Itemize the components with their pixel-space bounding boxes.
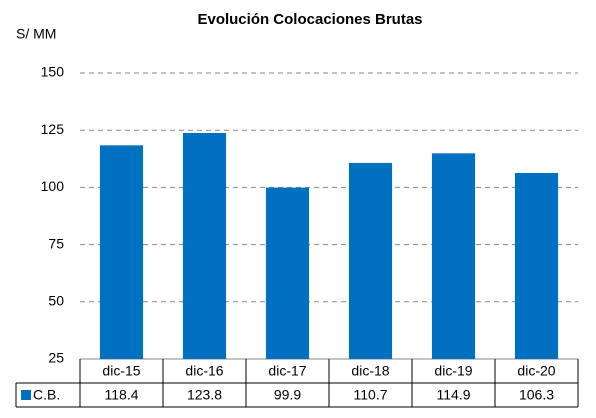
table-value: 110.7 xyxy=(354,387,388,403)
bar xyxy=(348,162,393,359)
bar xyxy=(514,172,559,359)
bar xyxy=(99,145,144,359)
table-value: 123.8 xyxy=(187,387,222,403)
table-value: 99.9 xyxy=(274,387,301,403)
y-axis-label: S/ MM xyxy=(16,26,56,42)
x-tick-label: dic-18 xyxy=(351,363,389,379)
x-tick-label: dic-17 xyxy=(268,363,306,379)
y-tick-label: 150 xyxy=(41,64,65,80)
chart-title: Evolución Colocaciones Brutas xyxy=(197,11,422,28)
y-tick-label: 125 xyxy=(41,121,65,137)
x-tick-label: dic-20 xyxy=(517,363,555,379)
y-tick-label: 25 xyxy=(48,350,64,366)
legend-swatch xyxy=(21,390,31,400)
x-tick-label: dic-19 xyxy=(434,363,472,379)
x-tick-label: dic-15 xyxy=(102,363,140,379)
bar xyxy=(431,153,476,359)
table-value: 118.4 xyxy=(105,387,139,403)
y-tick-label: 50 xyxy=(48,293,64,309)
table-value: 114.9 xyxy=(437,387,471,403)
table-value: 106.3 xyxy=(519,387,554,403)
legend-label: C.B. xyxy=(33,387,60,403)
y-tick-label: 75 xyxy=(48,235,64,251)
y-tick-label: 100 xyxy=(41,178,65,194)
bar xyxy=(182,132,227,359)
bar xyxy=(265,187,310,359)
x-tick-label: dic-16 xyxy=(185,363,223,379)
